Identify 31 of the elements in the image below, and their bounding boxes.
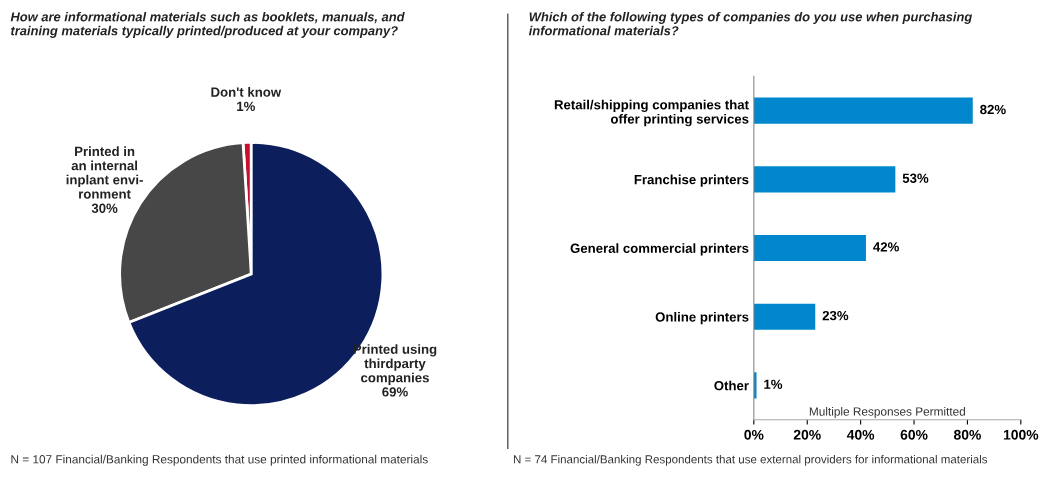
data-label: 1% xyxy=(237,101,256,111)
data-label: 69% xyxy=(382,387,408,397)
y-tick-label: Online printers xyxy=(655,311,749,325)
bar xyxy=(753,97,973,124)
x-tick-label: 80% xyxy=(953,429,981,440)
bar xyxy=(753,234,866,262)
chart-title: Which of the following types of companies do you use when purchasing informational materials? xyxy=(528,11,973,36)
y-tick-label: Franchise printers xyxy=(634,174,749,187)
data-label: 42% xyxy=(873,242,899,252)
text: N = 74 Financial/Banking Respondents that use external providers for informational materials xyxy=(513,454,988,466)
x-tick-label: 60% xyxy=(900,429,928,440)
data-label: 23% xyxy=(822,310,849,321)
data-label: 82% xyxy=(980,104,1006,115)
bar xyxy=(753,166,896,193)
data-label: 30% xyxy=(91,203,118,213)
bar xyxy=(753,303,816,330)
annotation: Multiple Responses Permitted xyxy=(809,407,965,419)
x-tick-label: 20% xyxy=(793,429,821,440)
x-tick-label: 0% xyxy=(744,429,764,440)
text: N = 107 Financial/Banking Respondents that use printed informational materials xyxy=(11,454,428,466)
data-label: 1% xyxy=(764,379,783,389)
data-label: 53% xyxy=(902,173,929,183)
slice-label: Printed in an internal inplant envi- ronment xyxy=(66,146,143,199)
y-tick-label: Retail/shipping companies that offer printing services xyxy=(554,99,749,127)
y-tick-label: Other xyxy=(714,380,749,391)
bar xyxy=(753,372,757,399)
slice-label: Don't know xyxy=(211,87,282,97)
x-tick-label: 100% xyxy=(1003,429,1039,440)
x-tick-label: 40% xyxy=(846,429,875,440)
y-tick-label: General commercial printers xyxy=(570,243,749,256)
chart-title: How are informational materials such as booklets, manuals, and training materials typically printed/produced at your company? xyxy=(10,11,405,38)
